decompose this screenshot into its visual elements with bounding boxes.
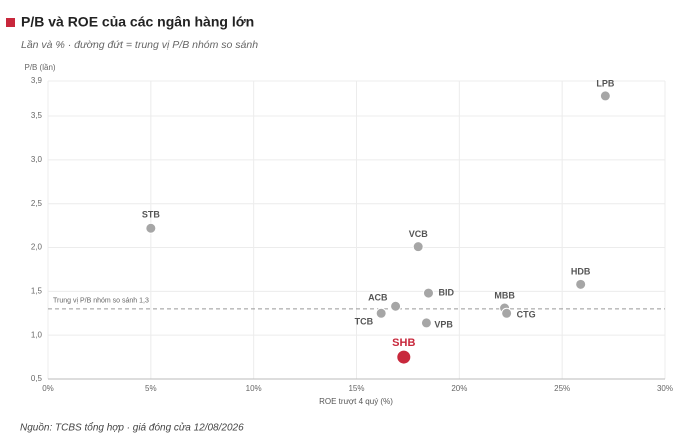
data-point bbox=[422, 287, 434, 299]
data-point bbox=[575, 278, 587, 290]
data-point bbox=[420, 317, 432, 329]
point-label: BID bbox=[438, 287, 454, 297]
x-tick-label: 30% bbox=[657, 384, 673, 393]
x-tick-label: 0% bbox=[42, 384, 54, 393]
data-point bbox=[412, 241, 424, 253]
data-point bbox=[599, 90, 611, 102]
chart-title: P/B và ROE của các ngân hàng lớn bbox=[21, 14, 254, 30]
point-label: MBB bbox=[494, 290, 515, 300]
x-tick-label: 15% bbox=[348, 384, 364, 393]
data-point bbox=[396, 349, 412, 365]
y-tick-label: 2,0 bbox=[31, 243, 43, 252]
y-tick-label: 0,5 bbox=[31, 374, 43, 383]
point-label: STB bbox=[142, 210, 161, 220]
y-tick-label: 3,9 bbox=[31, 76, 43, 85]
point-label: ACB bbox=[368, 293, 388, 303]
point-label: SHB bbox=[392, 337, 415, 349]
data-point bbox=[145, 222, 157, 234]
reference-label: Trung vị P/B nhóm so sánh 1,3 bbox=[53, 298, 149, 305]
point-label: TCB bbox=[355, 317, 374, 327]
point-label: VPB bbox=[434, 319, 453, 329]
point-label: VCB bbox=[409, 229, 429, 239]
y-tick-label: 1,0 bbox=[31, 330, 43, 339]
x-axis-label: ROE trượt 4 quý (%) bbox=[319, 397, 393, 406]
title-marker bbox=[6, 18, 15, 27]
y-tick-label: 1,5 bbox=[31, 286, 43, 295]
x-tick-label: 5% bbox=[145, 384, 157, 393]
chart-subtitle: Lần và % · đường đứt = trung vị P/B nhóm… bbox=[21, 39, 258, 51]
x-tick-label: 10% bbox=[246, 384, 262, 393]
y-axis-label: P/B (lần) bbox=[24, 63, 55, 72]
data-point bbox=[375, 307, 387, 319]
x-tick-label: 20% bbox=[451, 384, 467, 393]
data-point bbox=[390, 300, 402, 312]
data-point bbox=[501, 307, 513, 319]
source-note: Nguồn: TCBS tổng hợp · giá đóng cửa 12/0… bbox=[20, 422, 244, 434]
point-label: HDB bbox=[571, 267, 591, 277]
y-tick-label: 3,5 bbox=[31, 111, 43, 120]
y-tick-label: 3,0 bbox=[31, 155, 43, 164]
y-tick-label: 2,5 bbox=[31, 199, 43, 208]
point-label: LPB bbox=[596, 78, 615, 88]
x-tick-label: 25% bbox=[554, 384, 570, 393]
point-label: CTG bbox=[517, 310, 536, 320]
